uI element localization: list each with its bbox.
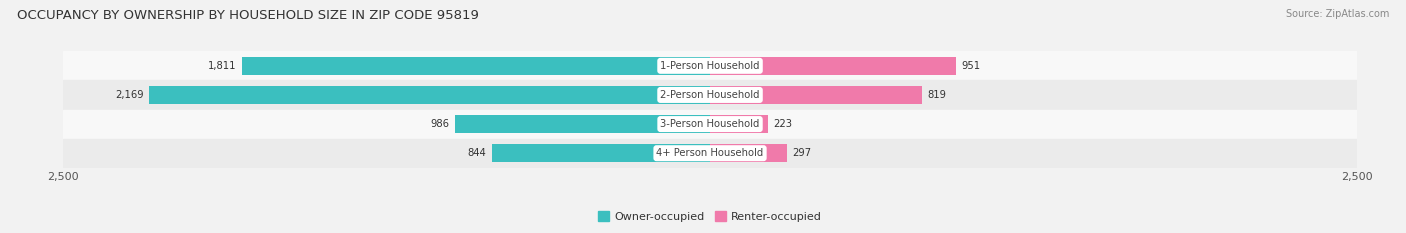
Text: 223: 223 [773,119,792,129]
Legend: Owner-occupied, Renter-occupied: Owner-occupied, Renter-occupied [593,207,827,226]
Bar [63,110,1357,139]
Bar [710,115,768,133]
Bar [710,86,922,104]
Bar [149,86,710,104]
Bar [710,57,956,75]
Text: 844: 844 [468,148,486,158]
Text: 819: 819 [927,90,946,100]
Text: 1,811: 1,811 [208,61,236,71]
Bar [63,80,1357,110]
Bar [63,139,1357,168]
Text: OCCUPANCY BY OWNERSHIP BY HOUSEHOLD SIZE IN ZIP CODE 95819: OCCUPANCY BY OWNERSHIP BY HOUSEHOLD SIZE… [17,9,479,22]
Text: 1-Person Household: 1-Person Household [661,61,759,71]
Text: 3-Person Household: 3-Person Household [661,119,759,129]
Text: Source: ZipAtlas.com: Source: ZipAtlas.com [1285,9,1389,19]
Bar [456,115,710,133]
Text: 951: 951 [962,61,980,71]
Bar [63,51,1357,80]
Bar [492,144,710,162]
Text: 297: 297 [792,148,811,158]
Bar [242,57,710,75]
Text: 2-Person Household: 2-Person Household [661,90,759,100]
Bar [710,144,787,162]
Text: 986: 986 [430,119,450,129]
Text: 2,169: 2,169 [115,90,143,100]
Text: 4+ Person Household: 4+ Person Household [657,148,763,158]
